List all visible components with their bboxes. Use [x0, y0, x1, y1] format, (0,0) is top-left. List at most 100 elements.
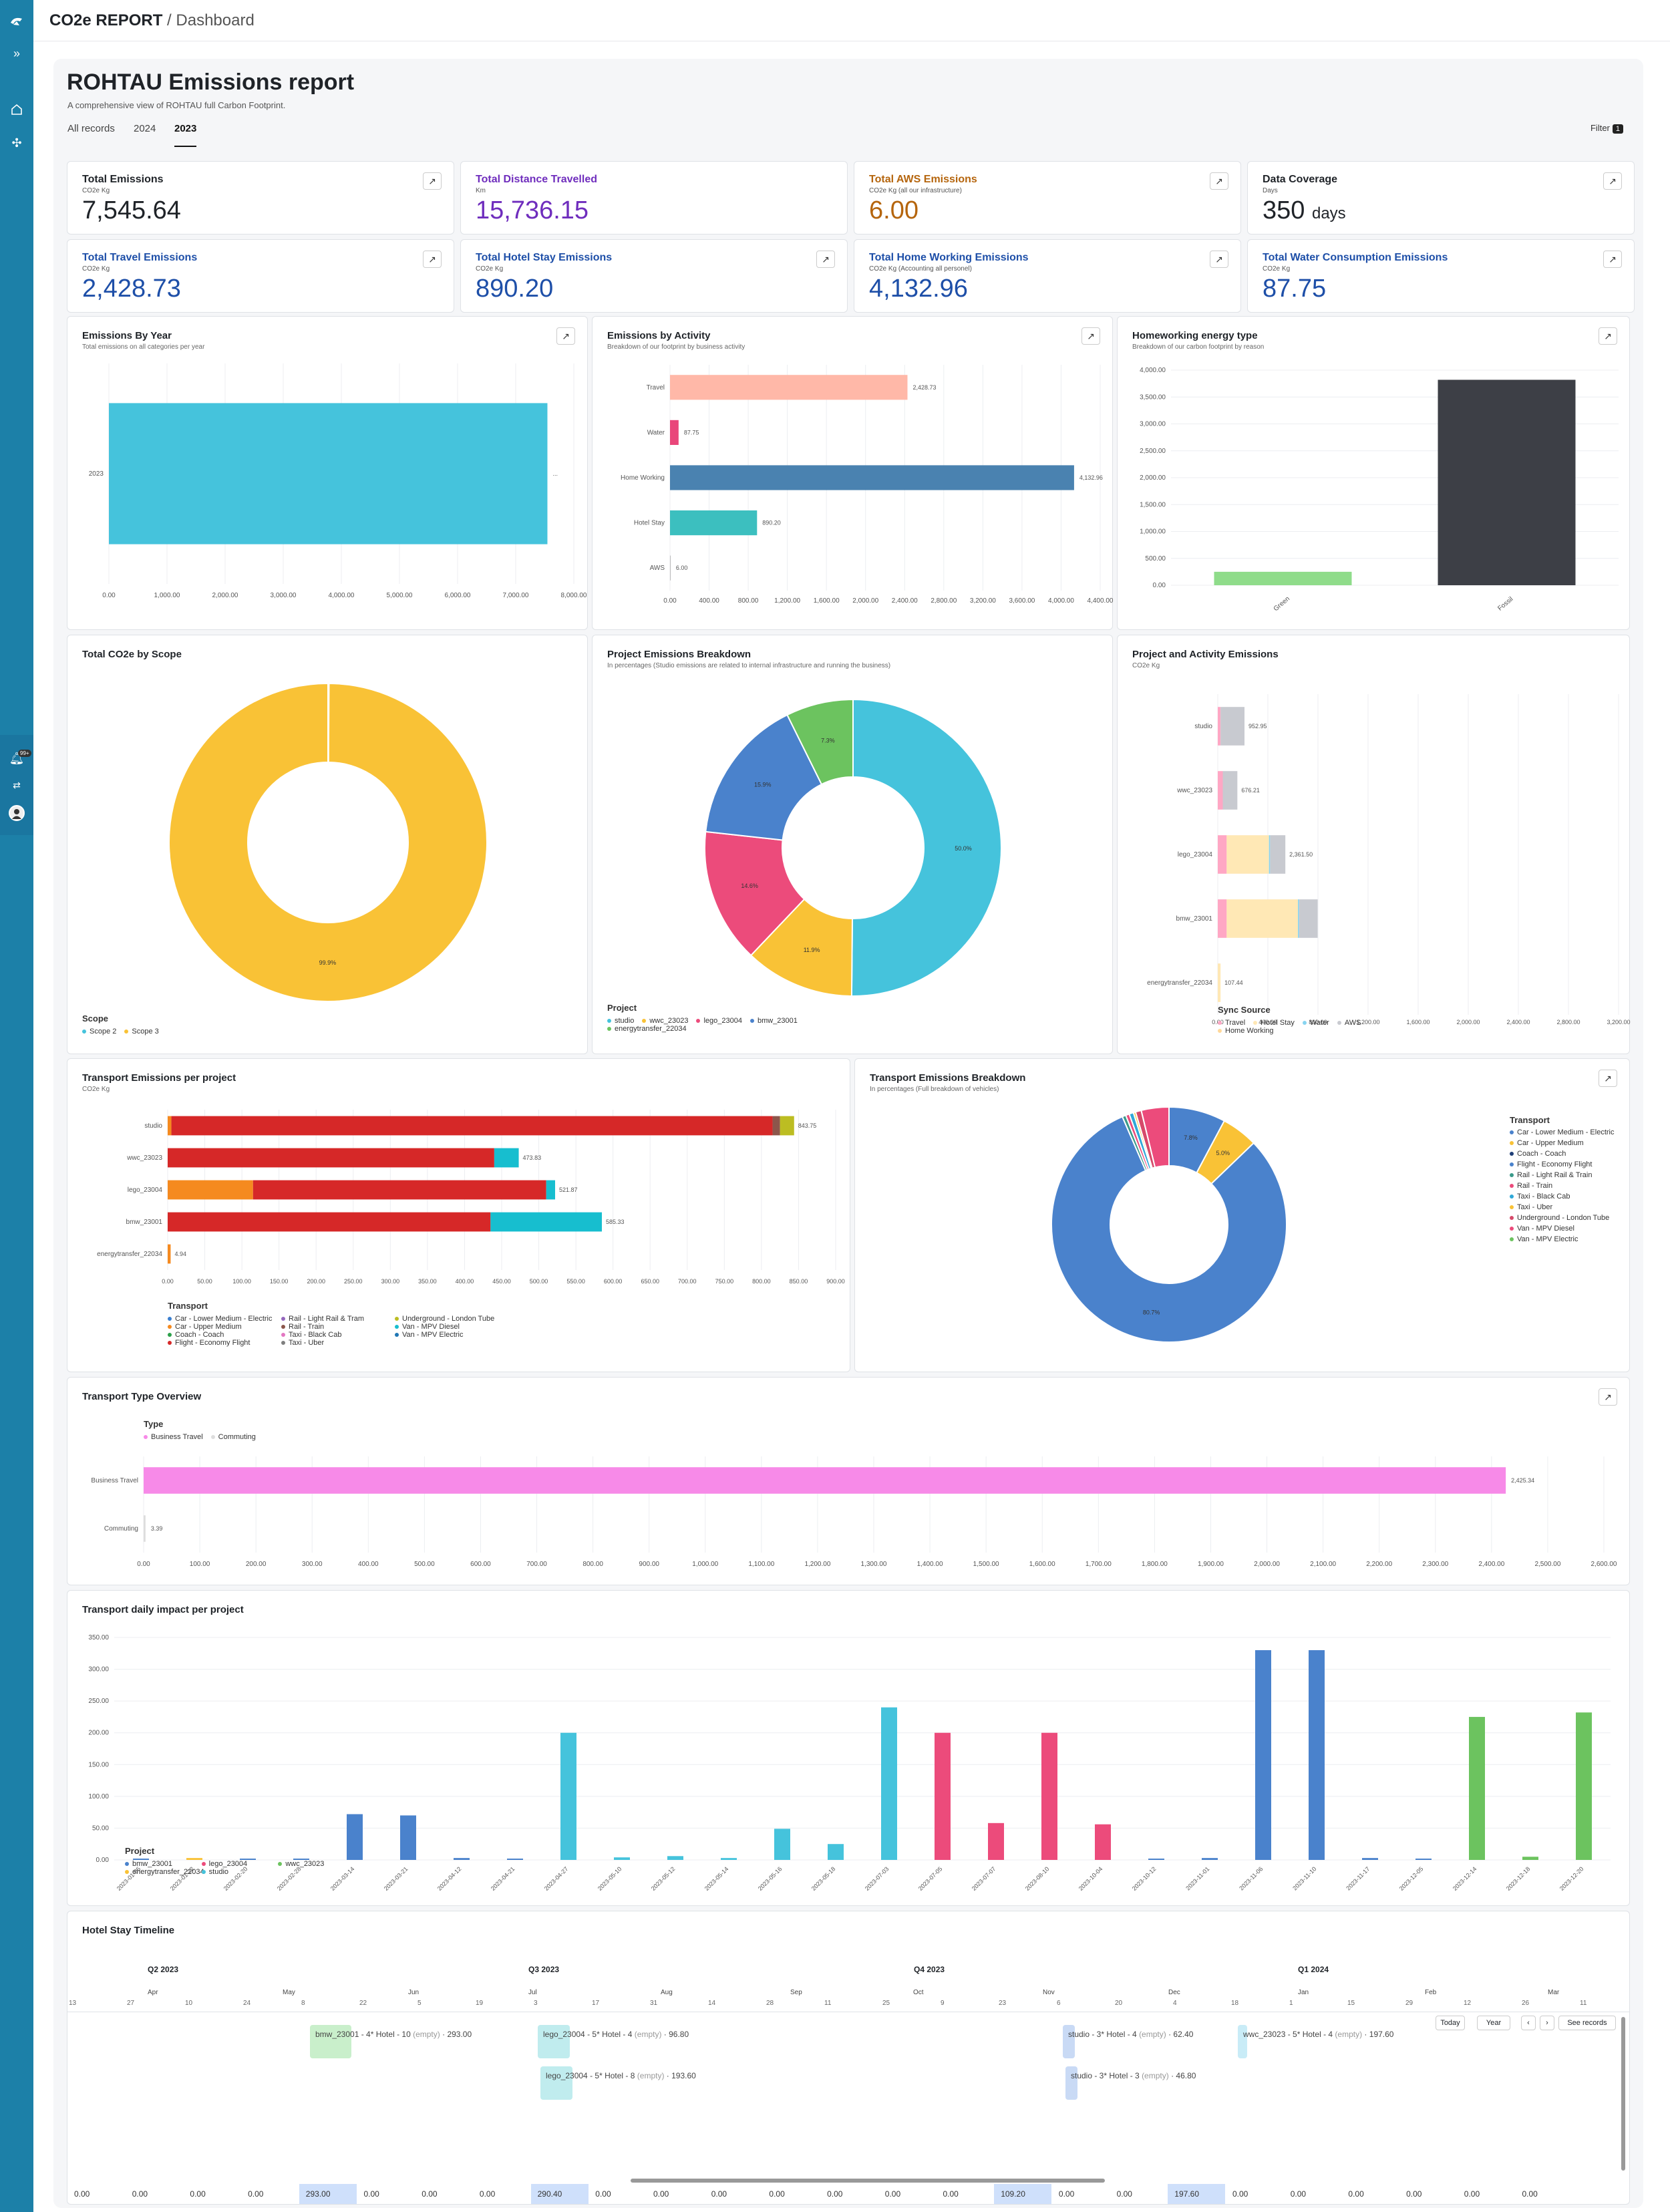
bar[interactable]	[670, 375, 908, 400]
legend-item[interactable]: Travel	[1218, 1019, 1245, 1027]
bar[interactable]	[1214, 571, 1352, 585]
bar[interactable]	[1415, 1859, 1432, 1860]
legend-item[interactable]: Coach - Coach	[168, 1331, 224, 1339]
legend-item[interactable]: Water	[1302, 1019, 1329, 1027]
legend-item[interactable]: Car - Upper Medium	[1510, 1138, 1614, 1148]
bar-segment[interactable]	[168, 1148, 494, 1168]
bar[interactable]	[614, 1857, 630, 1860]
bar[interactable]	[881, 1707, 897, 1860]
logo-icon[interactable]	[9, 13, 25, 29]
bar-segment[interactable]	[1222, 771, 1238, 810]
bar[interactable]	[774, 1829, 790, 1860]
legend-item[interactable]: Rail - Train	[1510, 1180, 1614, 1191]
legend-item[interactable]: studio	[201, 1868, 228, 1876]
bar-segment[interactable]	[772, 1116, 780, 1136]
app-title[interactable]: CO2e REPORT	[49, 11, 163, 29]
legend-item[interactable]: Van - MPV Diesel	[395, 1323, 460, 1331]
bar-segment[interactable]	[1270, 835, 1286, 874]
avatar[interactable]	[9, 805, 25, 821]
expand-arrow-icon[interactable]: ↗	[423, 172, 442, 190]
legend-item[interactable]: Scope 2	[82, 1028, 116, 1036]
pie-slice[interactable]	[850, 698, 1002, 997]
pie-slice[interactable]	[705, 714, 823, 841]
bar[interactable]	[1041, 1732, 1057, 1860]
legend-item[interactable]: lego_23004	[201, 1860, 247, 1868]
bar[interactable]	[667, 1856, 683, 1860]
bar[interactable]	[144, 1467, 1506, 1494]
bar[interactable]	[133, 1859, 149, 1860]
bar[interactable]	[670, 420, 679, 445]
expand-arrow-icon[interactable]: ↗	[423, 251, 442, 268]
bar[interactable]	[347, 1814, 363, 1860]
timeline-event[interactable]: studio - 3* Hotel - 4 (empty) · 62.40	[1063, 2025, 1193, 2058]
bar[interactable]	[1576, 1712, 1592, 1860]
bar-segment[interactable]	[1269, 835, 1271, 874]
bar-segment[interactable]	[780, 1116, 794, 1136]
timeline-event[interactable]: wwc_23023 - 5* Hotel - 4 (empty) · 197.6…	[1238, 2025, 1393, 2058]
legend-item[interactable]: Underground - London Tube	[1510, 1213, 1614, 1223]
bar[interactable]	[670, 510, 758, 536]
legend-item[interactable]: bmw_23001	[749, 1017, 798, 1025]
bar-segment[interactable]	[168, 1116, 172, 1136]
bar[interactable]	[186, 1858, 202, 1860]
bar-segment[interactable]	[1218, 899, 1227, 938]
tab-2024[interactable]: 2024	[134, 123, 156, 134]
legend-item[interactable]: Commuting	[210, 1433, 256, 1441]
bar[interactable]	[935, 1732, 951, 1860]
legend-item[interactable]: Van - MPV Electric	[395, 1331, 464, 1339]
legend-item[interactable]: wwc_23023	[278, 1860, 324, 1868]
pie-slice[interactable]	[704, 830, 806, 957]
bar-segment[interactable]	[1218, 835, 1227, 874]
legend-item[interactable]: energytransfer_22034	[125, 1868, 204, 1876]
bar-segment[interactable]	[253, 1180, 546, 1200]
bar[interactable]	[109, 403, 548, 544]
bar[interactable]	[1095, 1824, 1111, 1860]
legend-item[interactable]: Taxi - Black Cab	[281, 1331, 341, 1339]
vertical-scrollbar[interactable]	[1621, 2017, 1625, 2171]
bar-segment[interactable]	[1298, 899, 1299, 938]
expand-icon[interactable]: »	[13, 47, 20, 60]
bar[interactable]	[1202, 1858, 1218, 1860]
bar-segment[interactable]	[168, 1180, 253, 1200]
bar-segment[interactable]	[1218, 963, 1221, 1002]
legend-item[interactable]: Underground - London Tube	[395, 1315, 494, 1323]
bar-segment[interactable]	[546, 1180, 555, 1200]
bar-segment[interactable]	[1226, 899, 1298, 938]
bar[interactable]	[1362, 1858, 1378, 1860]
expand-arrow-icon[interactable]: ↗	[1081, 327, 1100, 345]
legend-item[interactable]: Taxi - Uber	[281, 1339, 324, 1347]
legend-item[interactable]: Rail - Train	[281, 1323, 324, 1331]
bar[interactable]	[454, 1858, 470, 1860]
legend-item[interactable]: Taxi - Black Cab	[1510, 1191, 1614, 1202]
legend-item[interactable]: energytransfer_22034	[607, 1025, 687, 1033]
bar[interactable]	[1522, 1857, 1538, 1860]
bar[interactable]	[560, 1732, 576, 1860]
legend-item[interactable]: AWS	[1337, 1019, 1361, 1027]
timeline-next-button[interactable]: ›	[1540, 2016, 1554, 2030]
legend-item[interactable]: Rail - Light Rail & Tram	[281, 1315, 364, 1323]
switch-icon[interactable]: ⇄	[13, 780, 21, 790]
timeline-event[interactable]: bmw_23001 - 4* Hotel - 10 (empty) · 293.…	[310, 2025, 472, 2058]
legend-item[interactable]: Flight - Economy Flight	[1510, 1159, 1614, 1170]
legend-item[interactable]: Coach - Coach	[1510, 1148, 1614, 1159]
home-icon[interactable]	[9, 104, 25, 120]
bar-segment[interactable]	[494, 1148, 519, 1168]
bar[interactable]	[1255, 1650, 1271, 1860]
bar-segment[interactable]	[171, 1116, 773, 1136]
expand-arrow-icon[interactable]: ↗	[556, 327, 575, 345]
timeline-event[interactable]: lego_23004 - 5* Hotel - 8 (empty) · 193.…	[540, 2066, 696, 2100]
legend-item[interactable]: studio	[607, 1017, 634, 1025]
bar-segment[interactable]	[168, 1212, 491, 1232]
bar-segment[interactable]	[1299, 899, 1318, 938]
bar[interactable]	[507, 1859, 523, 1860]
bar[interactable]	[1309, 1650, 1325, 1860]
bar[interactable]	[1438, 379, 1576, 585]
bar[interactable]	[828, 1844, 844, 1860]
bar[interactable]	[400, 1815, 416, 1860]
pie-slice[interactable]	[786, 698, 854, 786]
scrollbar[interactable]	[631, 2179, 1105, 2183]
legend-item[interactable]: Flight - Economy Flight	[168, 1339, 250, 1347]
expand-arrow-icon[interactable]: ↗	[1603, 172, 1622, 190]
bar-segment[interactable]	[490, 1212, 602, 1232]
integrations-icon[interactable]: ✣	[11, 136, 22, 150]
